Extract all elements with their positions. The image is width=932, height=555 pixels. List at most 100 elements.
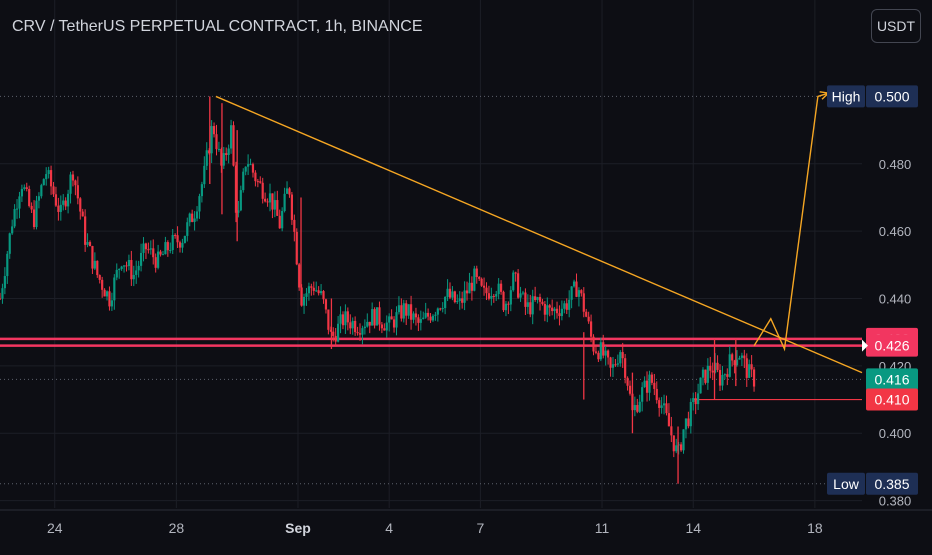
candle-body xyxy=(434,314,437,316)
candle-body xyxy=(682,429,685,451)
candle-body xyxy=(575,281,578,297)
candle-body xyxy=(101,279,104,290)
candle-body xyxy=(210,126,213,154)
candle-body xyxy=(636,405,639,412)
price-label-box xyxy=(866,472,918,495)
y-tick-label: 0.400 xyxy=(879,426,912,441)
candle-body xyxy=(580,290,583,294)
candle-body xyxy=(478,277,481,279)
candle-body xyxy=(302,296,306,306)
candle-body xyxy=(665,403,668,414)
candle-body xyxy=(166,242,169,251)
candle-body xyxy=(405,303,408,316)
price-tag-box xyxy=(827,85,865,108)
candle-body xyxy=(521,292,525,294)
candle-body xyxy=(470,282,473,291)
candle-body xyxy=(648,374,651,393)
candle-body xyxy=(91,246,94,269)
candle-body xyxy=(79,198,82,212)
candle-body xyxy=(553,308,556,312)
candle-body xyxy=(512,272,515,291)
candle-body xyxy=(519,293,522,298)
candle-body xyxy=(62,200,65,205)
x-tick-label: 18 xyxy=(807,520,823,536)
candle-body xyxy=(563,303,566,309)
candle-body xyxy=(427,312,430,317)
candle-body xyxy=(492,295,495,297)
candle-body xyxy=(660,405,663,408)
x-tick-label: Sep xyxy=(285,520,311,536)
chart-title: CRV / TetherUS PERPETUAL CONTRACT, 1h, B… xyxy=(12,18,423,35)
candle-body xyxy=(390,316,393,320)
candle-body xyxy=(412,313,415,320)
candle-body xyxy=(419,319,422,323)
candle-body xyxy=(186,222,189,236)
candle-body xyxy=(25,187,28,190)
candle-body xyxy=(339,314,342,324)
candle-body xyxy=(144,243,148,250)
y-tick-label: 0.380 xyxy=(879,494,912,509)
candle-body xyxy=(582,293,585,312)
candle-body xyxy=(251,164,255,173)
candle-body xyxy=(670,426,673,436)
candle-body xyxy=(514,272,517,274)
candle-body xyxy=(607,350,610,358)
candle-body xyxy=(448,288,452,298)
candle-body xyxy=(198,196,201,212)
candle-body xyxy=(35,200,38,228)
price-label-box xyxy=(866,388,918,411)
price-label-box xyxy=(866,85,918,108)
candle-body xyxy=(409,304,413,320)
price-label-box xyxy=(866,368,918,391)
candle-body xyxy=(621,352,624,359)
candle-body xyxy=(546,305,549,315)
candle-body xyxy=(436,308,439,315)
candle-body xyxy=(594,351,598,353)
candle-body xyxy=(568,299,571,310)
trendline xyxy=(215,95,863,374)
candle-body xyxy=(641,387,644,402)
candle-body xyxy=(361,328,364,335)
candle-body xyxy=(509,290,512,305)
candle-body xyxy=(407,304,410,316)
price-label-value: 0.426 xyxy=(874,338,909,354)
candle-body xyxy=(127,259,131,267)
candle-body xyxy=(738,357,741,360)
candle-body xyxy=(115,269,118,278)
candle-body xyxy=(322,291,325,300)
candle-body xyxy=(125,265,128,267)
candle-body xyxy=(178,242,182,248)
candle-body xyxy=(358,333,362,335)
candle-body xyxy=(701,369,705,378)
candle-body xyxy=(8,233,11,254)
candle-body xyxy=(718,369,722,386)
candle-body xyxy=(149,248,152,250)
candle-body xyxy=(366,321,369,327)
candle-body xyxy=(86,242,89,245)
price-label-value: 0.416 xyxy=(874,371,909,387)
candle-body xyxy=(45,174,48,180)
candle-body xyxy=(585,311,588,317)
candle-body xyxy=(315,290,318,292)
candle-body xyxy=(271,193,274,210)
price-label-value: 0.385 xyxy=(874,476,909,492)
candle-body xyxy=(227,148,230,155)
candle-body xyxy=(507,303,510,305)
candle-body xyxy=(740,355,743,358)
candle-body xyxy=(465,290,469,294)
candle-body xyxy=(176,235,179,243)
candle-body xyxy=(380,324,383,329)
candle-body xyxy=(536,297,539,300)
candle-body xyxy=(378,307,381,325)
candle-body xyxy=(431,315,435,321)
candle-body xyxy=(64,200,67,207)
candle-body xyxy=(388,316,391,323)
candle-body xyxy=(468,282,471,294)
candle-body xyxy=(750,364,753,370)
candle-body xyxy=(249,164,252,166)
currency-unit-button[interactable]: USDT xyxy=(871,9,921,43)
y-tick-label: 0.480 xyxy=(879,157,912,172)
candle-body xyxy=(237,210,240,213)
